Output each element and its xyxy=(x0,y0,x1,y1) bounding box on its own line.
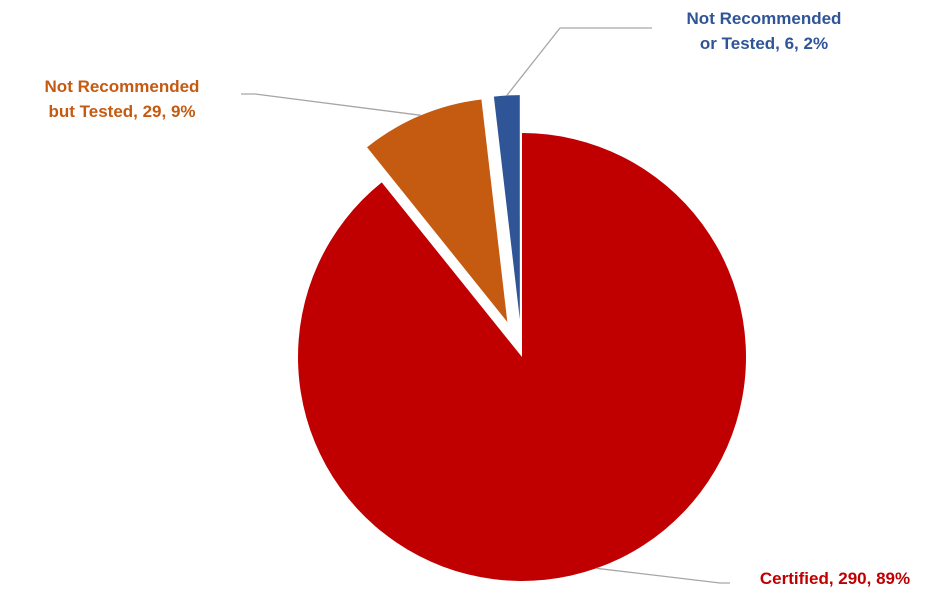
leader-line xyxy=(241,93,421,116)
leader-line xyxy=(596,567,730,584)
pie-slice-not-recommended-or-tested xyxy=(493,95,520,320)
leader-line xyxy=(506,27,652,96)
slice-label-nrbt-line2: but Tested, 29, 9% xyxy=(48,102,196,121)
slice-label-not-recommended-but-tested: Not Recommended but Tested, 29, 9% xyxy=(5,74,239,124)
slice-label-certified-line1: Certified, 290, 89% xyxy=(759,569,911,588)
pie-slice-not-recommended-but-tested xyxy=(367,99,508,322)
slice-label-not-recommended-or-tested: Not Recommended or Tested, 6, 2% xyxy=(640,6,888,56)
leader-lines xyxy=(241,27,730,584)
slice-label-nrot-line2: or Tested, 6, 2% xyxy=(699,34,829,53)
slice-label-certified: Certified, 290, 89% xyxy=(722,566,948,591)
pie-slices xyxy=(298,95,747,581)
slice-label-nrot-line1: Not Recommended xyxy=(686,9,842,28)
slice-label-nrbt-line1: Not Recommended xyxy=(44,77,200,96)
pie-slice-certified xyxy=(298,133,747,581)
